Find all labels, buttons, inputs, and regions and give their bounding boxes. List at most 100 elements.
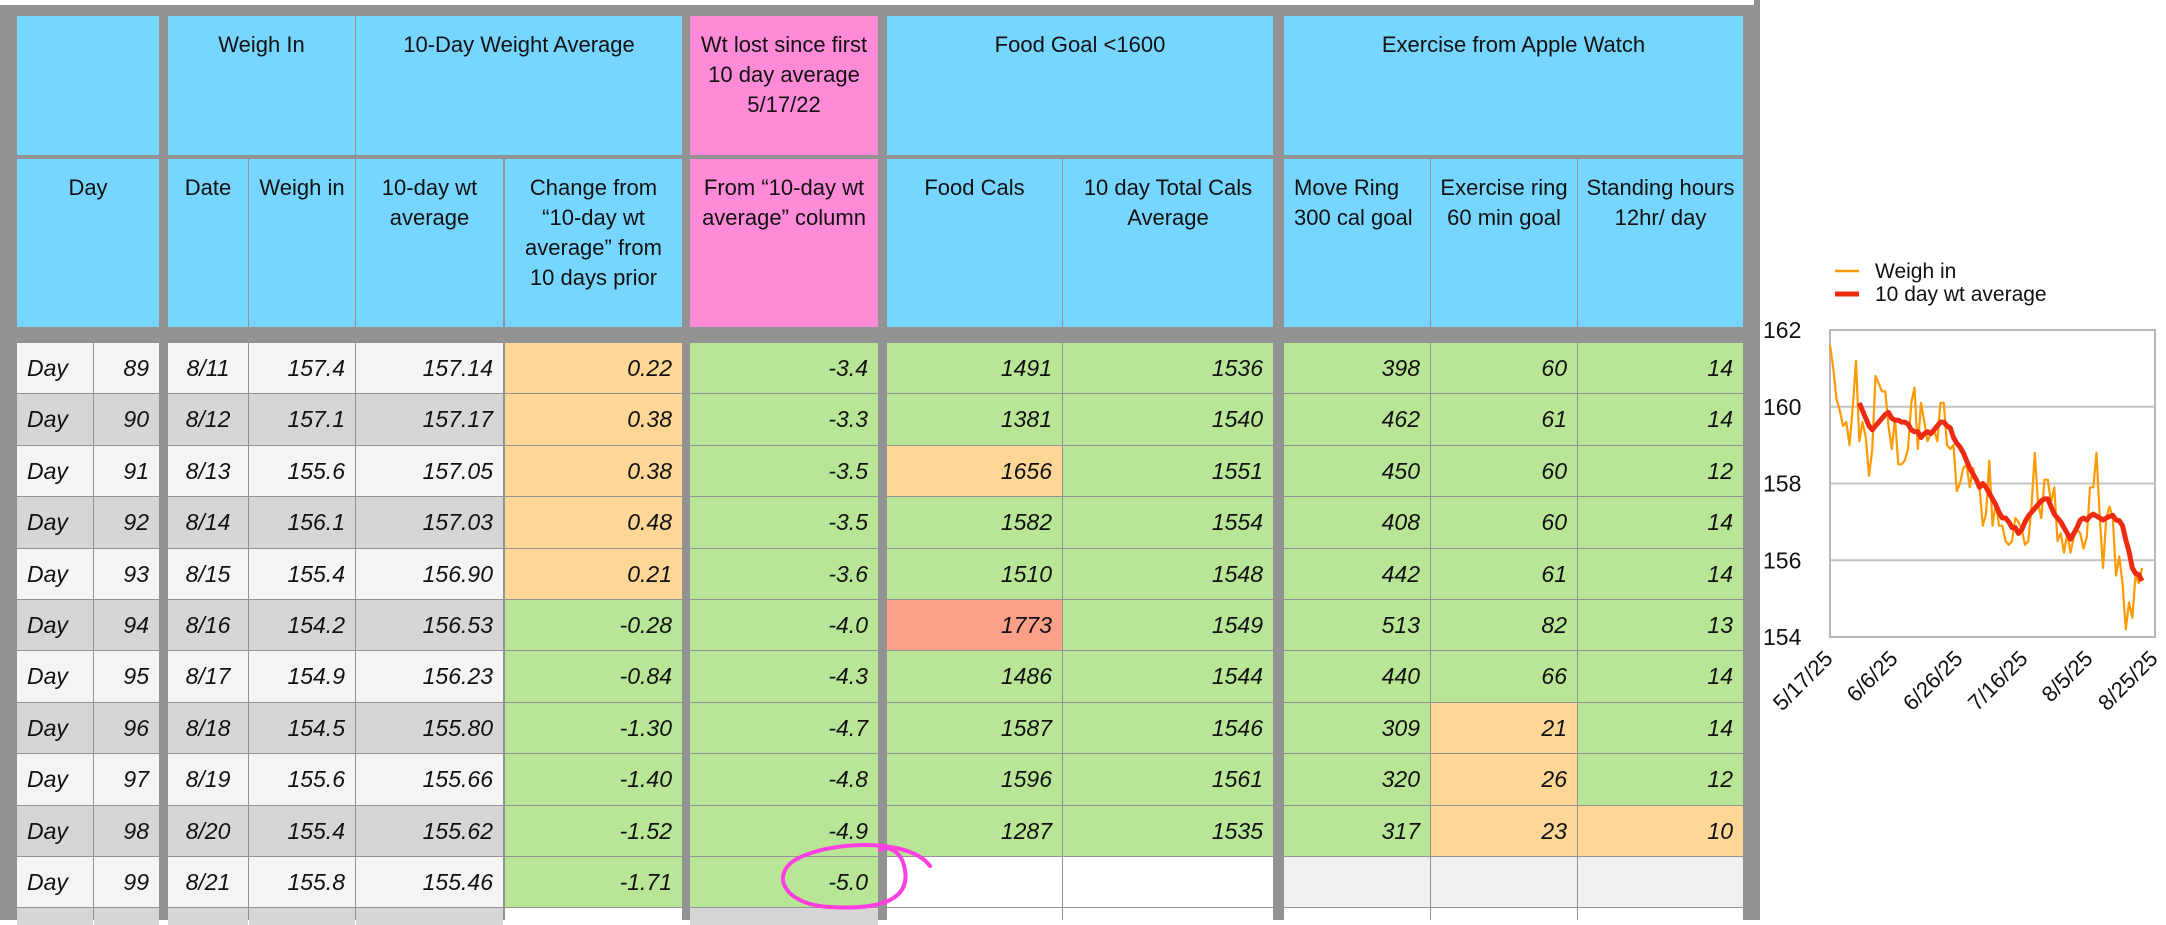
cell-date[interactable]: 8/21 [168,857,248,907]
cell-move[interactable]: 398 [1284,343,1430,393]
cell-exercise[interactable]: 60 [1431,497,1577,548]
cell-day[interactable]: 91 [94,446,159,496]
cell-avg[interactable]: 157.03 [356,497,503,548]
cell-total[interactable]: 1549 [1063,600,1273,650]
cell-day[interactable]: 93 [94,549,159,599]
cell-avg[interactable]: 156.90 [356,549,503,599]
cell-day[interactable]: 97 [94,754,159,805]
cell-day-label[interactable]: Day [17,754,93,805]
cell-standing[interactable]: 14 [1578,549,1743,599]
cell-weigh[interactable]: 155.6 [249,446,355,496]
cell-change[interactable]: 0.22 [505,343,682,393]
cell-lost[interactable]: -4.7 [690,703,878,753]
cell-change[interactable]: -0.84 [505,651,682,702]
cell-exercise[interactable]: 60 [1431,343,1577,393]
cell-standing[interactable]: 14 [1578,497,1743,548]
cell-weigh[interactable]: 155.6 [249,754,355,805]
cell-food[interactable] [887,857,1062,907]
cell-standing[interactable]: 14 [1578,703,1743,753]
cell-move[interactable]: 317 [1284,806,1430,856]
cell-day-label[interactable]: Day [17,497,93,548]
cell-avg[interactable]: 157.17 [356,394,503,445]
cell-lost[interactable]: -3.5 [690,446,878,496]
cell-move[interactable]: 320 [1284,754,1430,805]
cell-day[interactable]: 95 [94,651,159,702]
cell-change[interactable]: -0.28 [505,600,682,650]
cell-food[interactable]: 1510 [887,549,1062,599]
cell-food[interactable]: 1486 [887,651,1062,702]
cell-date[interactable]: 8/16 [168,600,248,650]
cell-day-label[interactable]: Day [17,549,93,599]
cell-lost[interactable]: -4.0 [690,600,878,650]
cell-change[interactable]: -1.30 [505,703,682,753]
cell-date[interactable]: 8/18 [168,703,248,753]
cell-empty[interactable] [690,908,878,925]
cell-food[interactable]: 1381 [887,394,1062,445]
cell-day-label[interactable]: Day [17,343,93,393]
cell-weigh[interactable]: 155.4 [249,549,355,599]
cell-change[interactable]: 0.38 [505,394,682,445]
cell-weigh[interactable]: 154.9 [249,651,355,702]
cell-move[interactable]: 450 [1284,446,1430,496]
cell-exercise[interactable]: 26 [1431,754,1577,805]
cell-avg[interactable]: 156.23 [356,651,503,702]
cell-empty[interactable] [505,908,682,925]
cell-total[interactable]: 1544 [1063,651,1273,702]
cell-food[interactable]: 1491 [887,343,1062,393]
cell-empty[interactable] [1284,908,1430,925]
cell-food[interactable]: 1656 [887,446,1062,496]
cell-move[interactable]: 408 [1284,497,1430,548]
cell-move[interactable]: 513 [1284,600,1430,650]
cell-food[interactable]: 1773 [887,600,1062,650]
cell-empty[interactable] [94,908,159,925]
cell-total[interactable]: 1536 [1063,343,1273,393]
cell-empty[interactable] [17,908,93,925]
cell-lost[interactable]: -3.4 [690,343,878,393]
cell-avg[interactable]: 157.05 [356,446,503,496]
cell-empty[interactable] [168,908,248,925]
cell-change[interactable]: 0.38 [505,446,682,496]
cell-food[interactable]: 1587 [887,703,1062,753]
cell-food[interactable]: 1582 [887,497,1062,548]
cell-total[interactable]: 1551 [1063,446,1273,496]
cell-day[interactable]: 92 [94,497,159,548]
cell-day-label[interactable]: Day [17,446,93,496]
cell-total[interactable] [1063,857,1273,907]
cell-lost[interactable]: -4.8 [690,754,878,805]
cell-empty[interactable] [1431,908,1577,925]
cell-exercise[interactable]: 61 [1431,549,1577,599]
cell-avg[interactable]: 155.66 [356,754,503,805]
cell-day[interactable]: 94 [94,600,159,650]
cell-weigh[interactable]: 154.5 [249,703,355,753]
cell-exercise[interactable] [1431,857,1577,907]
cell-standing[interactable] [1578,857,1743,907]
cell-date[interactable]: 8/12 [168,394,248,445]
cell-day[interactable]: 98 [94,806,159,856]
cell-day[interactable]: 89 [94,343,159,393]
cell-day-label[interactable]: Day [17,651,93,702]
cell-move[interactable]: 442 [1284,549,1430,599]
cell-exercise[interactable]: 61 [1431,394,1577,445]
cell-standing[interactable]: 12 [1578,446,1743,496]
cell-weigh[interactable]: 157.1 [249,394,355,445]
cell-day-label[interactable]: Day [17,857,93,907]
cell-change[interactable]: -1.71 [505,857,682,907]
cell-day-label[interactable]: Day [17,806,93,856]
cell-weigh[interactable]: 157.4 [249,343,355,393]
cell-exercise[interactable]: 23 [1431,806,1577,856]
cell-standing[interactable]: 14 [1578,651,1743,702]
cell-total[interactable]: 1546 [1063,703,1273,753]
cell-standing[interactable]: 10 [1578,806,1743,856]
cell-empty[interactable] [1578,908,1743,925]
cell-avg[interactable]: 156.53 [356,600,503,650]
cell-food[interactable]: 1287 [887,806,1062,856]
cell-total[interactable]: 1548 [1063,549,1273,599]
cell-lost[interactable]: -4.9 [690,806,878,856]
cell-total[interactable]: 1554 [1063,497,1273,548]
cell-weigh[interactable]: 156.1 [249,497,355,548]
cell-lost[interactable]: -3.3 [690,394,878,445]
cell-date[interactable]: 8/19 [168,754,248,805]
cell-day[interactable]: 90 [94,394,159,445]
cell-avg[interactable]: 155.62 [356,806,503,856]
cell-empty[interactable] [887,908,1062,925]
